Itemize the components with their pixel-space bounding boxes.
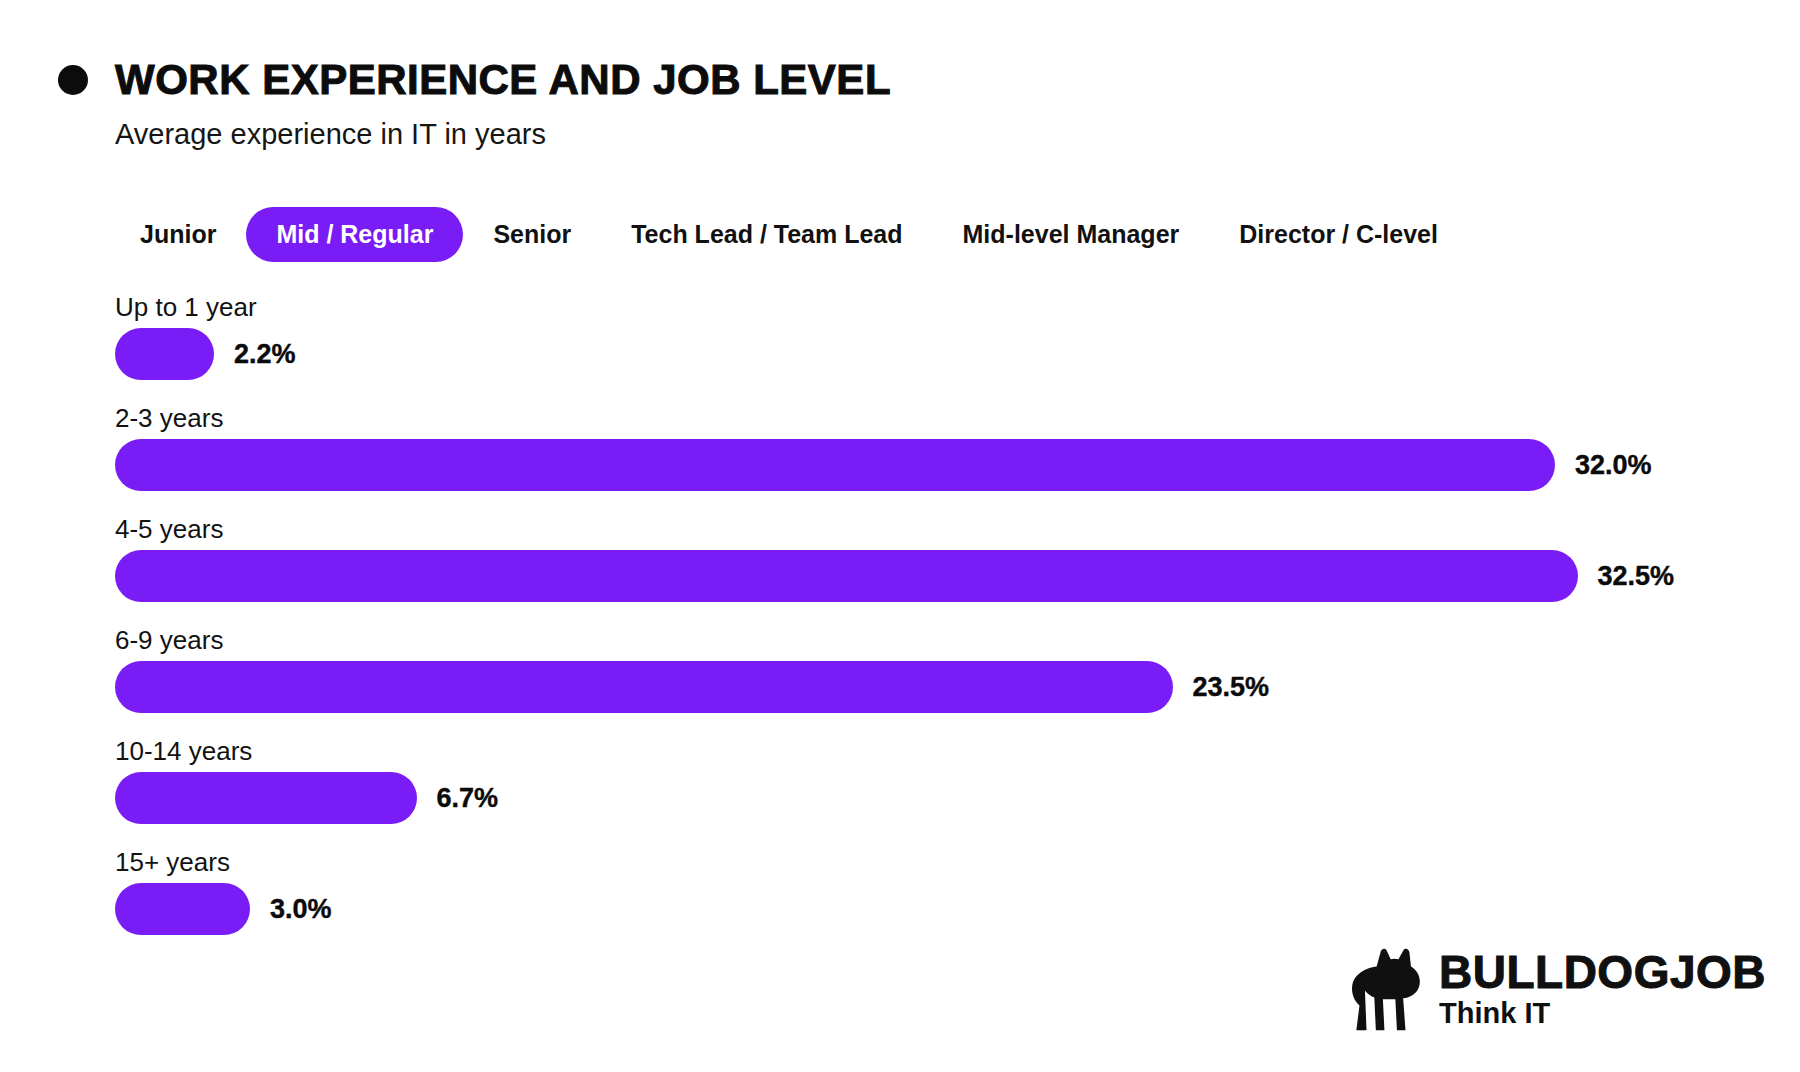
bar-row: 2-3 years 32.0% — [115, 402, 1800, 491]
category-label: 10-14 years — [115, 735, 1800, 767]
value-label: 32.0% — [1575, 450, 1652, 481]
filled-circle-icon — [58, 65, 88, 95]
value-label: 23.5% — [1193, 672, 1270, 703]
page-subtitle: Average experience in IT in years — [115, 118, 1800, 151]
category-label: 6-9 years — [115, 624, 1800, 656]
infographic-page: WORK EXPERIENCE AND JOB LEVEL Average ex… — [0, 0, 1800, 1072]
tab-mid-regular[interactable]: Mid / Regular — [246, 207, 463, 262]
bar-row: Up to 1 year 2.2% — [115, 291, 1800, 380]
tab-mid-level-manager[interactable]: Mid-level Manager — [963, 220, 1180, 249]
category-label: 15+ years — [115, 846, 1800, 878]
bar — [115, 550, 1578, 602]
header: WORK EXPERIENCE AND JOB LEVEL Average ex… — [0, 0, 1800, 151]
tab-director-c-level[interactable]: Director / C-level — [1239, 220, 1438, 249]
logo-tagline: Think IT — [1439, 997, 1766, 1030]
bar — [115, 883, 250, 935]
value-label: 3.0% — [270, 894, 332, 925]
value-label: 32.5% — [1598, 561, 1675, 592]
bar-row: 15+ years 3.0% — [115, 846, 1800, 935]
job-level-tabs: Junior Mid / Regular Senior Tech Lead / Tea… — [140, 207, 1800, 261]
bar — [115, 328, 214, 380]
bar-chart: Up to 1 year 2.2% 2-3 years 32.0% 4-5 years 3… — [115, 291, 1800, 935]
logo-wordmark: BULLDOGJOB — [1439, 949, 1766, 995]
tab-senior[interactable]: Senior — [493, 220, 571, 249]
page-title: WORK EXPERIENCE AND JOB LEVEL — [115, 56, 891, 104]
bar — [115, 661, 1173, 713]
bar — [115, 439, 1555, 491]
value-label: 2.2% — [234, 339, 296, 370]
bar-row: 6-9 years 23.5% — [115, 624, 1800, 713]
value-label: 6.7% — [437, 783, 499, 814]
tab-tech-lead-team-lead[interactable]: Tech Lead / Team Lead — [631, 220, 902, 249]
bar-row: 4-5 years 32.5% — [115, 513, 1800, 602]
category-label: 2-3 years — [115, 402, 1800, 434]
tab-junior[interactable]: Junior — [140, 220, 216, 249]
bar-row: 10-14 years 6.7% — [115, 735, 1800, 824]
category-label: 4-5 years — [115, 513, 1800, 545]
brand-logo: BULLDOGJOB Think IT — [1347, 946, 1766, 1032]
category-label: Up to 1 year — [115, 291, 1800, 323]
bar — [115, 772, 417, 824]
bulldog-icon — [1347, 946, 1425, 1032]
